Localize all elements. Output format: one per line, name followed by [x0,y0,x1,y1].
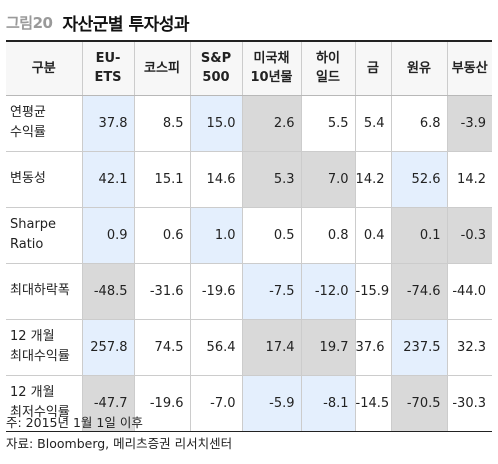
table-cell: -70.5 [390,375,447,432]
row-label: 최대하락폭 [6,263,82,320]
table-cell: -3.9 [446,95,492,152]
table-cell: 0.8 [300,207,355,264]
figure-number: 그림20 [6,13,53,32]
table-cell: 14.6 [189,151,242,208]
table-cell: 15.1 [133,151,190,208]
header-cell-label: 구분 [6,42,82,96]
table-cell: 17.4 [241,319,301,376]
table-cell: -74.6 [390,263,447,320]
source-note: 자료: Bloomberg, 메리츠증권 리서치센터 [6,436,233,451]
row-label: Sharpe Ratio [6,207,82,264]
table-row: 최대하락폭 -48.5 -31.6 -19.6 -7.5 -12.0 -15.9 -74.6-… [6,263,492,320]
table-cell: 0.6 [133,207,190,264]
table-cell: -30.3 [446,375,492,432]
header-cell: EU- ETS [81,42,134,96]
table-cell: 37.8 [81,95,134,152]
header-cell: 원유 [390,42,447,96]
table-cell: -19.6 [189,263,242,320]
table-row: 12 개월 최대수익률 257.8 74.5 56.4 17.4 19.7 37.6 237.… [6,319,492,376]
table-cell: 0.9 [81,207,134,264]
figure-title-bar: 그림20 자산군별 투자성과 [6,10,190,35]
table-row: 변동성 42.1 15.1 14.6 5.3 7.0 14.2 52.6 14.2 [6,151,492,208]
table-cell: -12.0 [300,263,355,320]
table-cell: -8.1 [300,375,355,432]
table-cell: 74.5 [133,319,190,376]
figure-title: 자산군별 투자성과 [62,14,190,35]
table-cell: -48.5 [81,263,134,320]
table-body: 연평균 수익률 37.8 8.5 15.0 2.6 5.5 5.4 6.8 -3.9 변동성 42.… [6,95,492,432]
table-cell: -31.6 [133,263,190,320]
header-cell: 코스피 [133,42,190,96]
table-cell: 7.0 [300,151,355,208]
row-label: 12 개월 최저수익률 [6,375,82,432]
table-row: Sharpe Ratio 0.9 0.6 1.0 0.5 0.8 0.4 0.1 -0.3 [6,207,492,264]
table-cell: 14.2 [446,151,492,208]
table-cell: -5.9 [241,375,301,432]
table-cell: 5.4 [354,95,391,152]
table-cell: -14.5 [354,375,391,432]
performance-table: 구분 EU- ETS 코스피 S&P 500 미국채 10년물 하이 일드 금 원유 부동산 연… [6,42,492,432]
table-cell: -0.3 [446,207,492,264]
header-cell: S&P 500 [189,42,242,96]
row-label: 연평균 수익률 [6,95,82,152]
table-cell: 42.1 [81,151,134,208]
table-cell: -19.6 [133,375,190,432]
top-rule [6,40,492,42]
table-cell: 14.2 [354,151,391,208]
table-cell: -47.7 [81,375,134,432]
table-cell: 19.7 [300,319,355,376]
footnote: 주: 2015년 1월 1일 이후 [6,415,143,430]
table-cell: 52.6 [390,151,447,208]
row-label: 변동성 [6,151,82,208]
table-cell: 32.3 [446,319,492,376]
header-cell: 금 [354,42,391,96]
header-cell: 하이 일드 [300,42,355,96]
table-cell: -15.9 [354,263,391,320]
table-row: 12 개월 최저수익률 -47.7 -19.6 -7.0 -5.9 -8.1 -14.5 -7… [6,375,492,432]
table-cell: 0.5 [241,207,301,264]
table-cell: 15.0 [189,95,242,152]
table-row: 연평균 수익률 37.8 8.5 15.0 2.6 5.5 5.4 6.8 -3.9 [6,95,492,152]
table-cell: 5.5 [300,95,355,152]
table-cell: 37.6 [354,319,391,376]
table-cell: -44.0 [446,263,492,320]
table-cell: 257.8 [81,319,134,376]
table-cell: 0.4 [354,207,391,264]
table-cell: 56.4 [189,319,242,376]
table-cell: 5.3 [241,151,301,208]
table-cell: 1.0 [189,207,242,264]
header-row: 구분 EU- ETS 코스피 S&P 500 미국채 10년물 하이 일드 금 원유 부동산 [6,42,492,96]
table-cell: 2.6 [241,95,301,152]
header-cell: 부동산 [446,42,492,96]
table-cell: 8.5 [133,95,190,152]
row-label: 12 개월 최대수익률 [6,319,82,376]
table-cell: 6.8 [390,95,447,152]
table-cell: 0.1 [390,207,447,264]
table-cell: 237.5 [390,319,447,376]
table-cell: -7.0 [189,375,242,432]
notes: 주: 2015년 1월 1일 이후 자료: Bloomberg, 메리츠증권 리… [6,412,232,454]
header-cell: 미국채 10년물 [241,42,301,96]
table-cell: -7.5 [241,263,301,320]
